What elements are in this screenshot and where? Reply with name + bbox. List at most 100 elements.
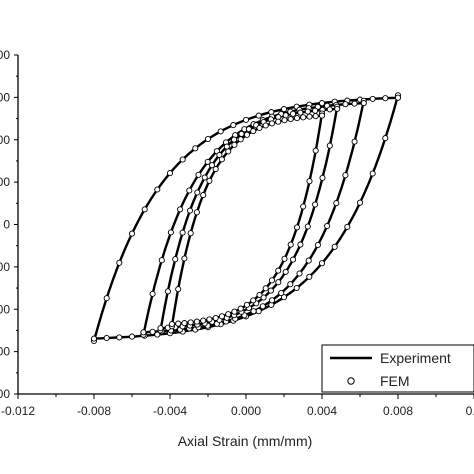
fem-point (262, 122, 269, 129)
fem-point (179, 229, 186, 236)
fem-point (287, 241, 294, 248)
fem-point (90, 335, 98, 342)
fem-point (128, 230, 136, 237)
fem-point (250, 297, 257, 304)
fem-point (187, 319, 194, 326)
fem-point (154, 186, 161, 193)
fem-point (195, 171, 202, 178)
fem-point (237, 305, 244, 312)
fem-point (394, 94, 402, 101)
fem-point (305, 257, 312, 264)
fem-point (192, 145, 199, 152)
fem-point (278, 289, 285, 297)
fem-point (238, 130, 245, 137)
fem-point (181, 255, 188, 262)
x-tick-label: 0.0 (466, 404, 474, 418)
fem-point (275, 267, 282, 274)
fem-point (312, 107, 319, 114)
fem-point (168, 321, 175, 328)
fem-point (255, 308, 262, 315)
fem-point (280, 106, 288, 113)
fem-point (149, 328, 156, 335)
fem-point (181, 320, 188, 327)
fem-point (300, 203, 307, 210)
y-tick-label: 00 (0, 345, 10, 359)
fem-point (217, 128, 224, 135)
y-tick-label: 00 (0, 48, 10, 62)
fem-point (334, 105, 341, 112)
fem-point (243, 131, 251, 138)
fem-point (282, 112, 289, 119)
fem-point (103, 295, 110, 302)
fem-point (242, 116, 250, 123)
fem-point (382, 95, 389, 102)
y-tick-label: 00 (0, 260, 10, 274)
fem-point (312, 201, 319, 208)
fem-point (231, 141, 238, 148)
fem-point (280, 294, 288, 301)
fem-point (172, 256, 179, 263)
fem-point (351, 100, 358, 107)
fem-point (268, 120, 276, 127)
fem-point (250, 128, 257, 135)
fem-point (287, 281, 294, 288)
fem-point (289, 110, 297, 117)
fem-point (293, 284, 300, 292)
fem-point (140, 329, 147, 336)
fem-point (116, 259, 123, 266)
fem-point (175, 286, 182, 293)
fem-point (208, 162, 216, 169)
x-axis-label: Axial Strain (mm/mm) (178, 433, 313, 449)
x-tick-label: -0.008 (77, 404, 111, 418)
y-tick-label: 0 (3, 218, 10, 232)
fem-point (187, 230, 194, 237)
fem-point (342, 172, 349, 179)
fem-point (282, 268, 289, 275)
fem-point (318, 112, 326, 119)
fem-point (204, 135, 212, 143)
y-tick-label: 00 (0, 387, 10, 401)
fem-point (194, 189, 201, 196)
fem-point (201, 174, 208, 181)
fem-point (306, 273, 313, 280)
x-tick-label: 0.004 (307, 404, 337, 418)
fem-point (326, 106, 333, 113)
fem-point (175, 320, 182, 327)
fem-point (324, 222, 331, 230)
fem-point (193, 318, 200, 325)
fem-point (382, 135, 389, 142)
legend-box (321, 344, 474, 393)
y-tick-label: 00 (0, 133, 10, 147)
fem-point (356, 199, 364, 206)
fem-point (231, 308, 238, 315)
x-tick-label: 0.008 (383, 404, 413, 418)
fem-point (231, 136, 238, 143)
fem-point (281, 255, 288, 262)
fem-point (243, 301, 250, 308)
fem-point (158, 257, 165, 264)
x-tick-label: -0.004 (153, 404, 187, 418)
fem-point (369, 95, 376, 102)
fem-point (344, 223, 351, 230)
fem-point (267, 287, 274, 294)
x-tick-label: -0.012 (1, 404, 35, 418)
fem-point (318, 260, 326, 267)
fem-point (141, 206, 148, 213)
fem-point (212, 314, 219, 322)
fem-point (268, 277, 276, 284)
legend: Experiment FEM (321, 344, 474, 393)
fem-point (275, 118, 282, 125)
fem-point (304, 108, 311, 115)
fem-point (216, 151, 223, 159)
fem-point (268, 297, 276, 304)
fem-point (166, 170, 174, 177)
fem-point (218, 156, 225, 163)
plot-area (90, 92, 402, 345)
fem-point (256, 124, 263, 132)
fem-point (293, 224, 301, 231)
fem-point (351, 138, 358, 145)
fem-point (206, 316, 213, 323)
fem-point (204, 158, 211, 165)
